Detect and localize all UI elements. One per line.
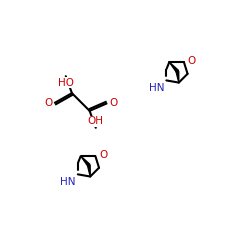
Text: OH: OH [88,116,104,126]
Polygon shape [81,156,90,166]
Text: HN: HN [60,177,76,187]
Text: O: O [109,98,117,108]
Text: O: O [44,98,53,108]
Polygon shape [169,62,178,72]
Text: O: O [99,150,108,160]
Text: HO: HO [58,78,74,88]
Polygon shape [88,165,90,176]
Polygon shape [176,71,179,83]
Text: O: O [188,56,196,66]
Text: HN: HN [148,83,164,93]
